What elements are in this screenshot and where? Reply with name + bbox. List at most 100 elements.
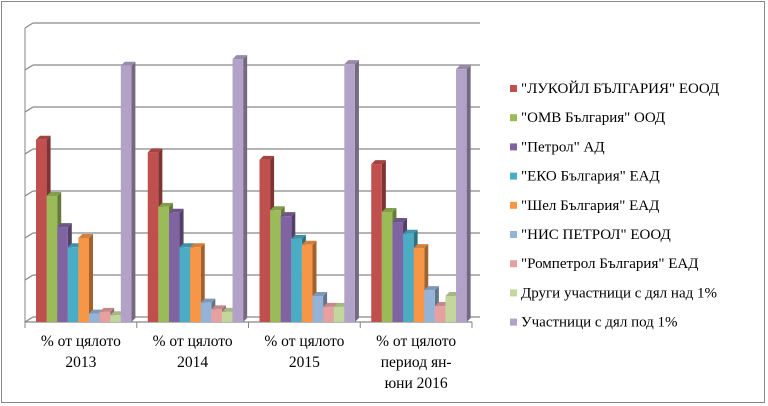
bar [333, 306, 345, 322]
bar [392, 222, 404, 322]
bar-side [466, 65, 471, 322]
gridline-side [24, 190, 34, 197]
legend-label: "НИС ПЕТРОЛ" ЕООД [521, 227, 671, 243]
bar [57, 227, 68, 322]
bar-top [57, 223, 72, 228]
bar-side [89, 234, 93, 322]
bar [280, 216, 292, 322]
bar-top [120, 61, 136, 66]
bar [120, 65, 132, 323]
gridline-side [24, 232, 34, 239]
bar [413, 248, 425, 322]
bar [434, 306, 446, 322]
bar [403, 233, 414, 322]
bar-top [270, 206, 285, 211]
bar [200, 302, 212, 322]
legend-swatch [510, 289, 517, 297]
bar-top [312, 291, 328, 296]
x-tick-label: 2015 [289, 354, 320, 371]
bar [221, 311, 233, 322]
x-tick-label: % от цялото [41, 333, 121, 350]
bar [291, 238, 302, 322]
legend-label: "Шел България" ЕАД [521, 198, 659, 214]
bar-top [456, 65, 471, 70]
bar-side [243, 55, 248, 322]
bar-top [344, 60, 359, 65]
bar-top [323, 302, 338, 307]
bar [67, 247, 79, 322]
x-tick-label: 2014 [177, 354, 208, 371]
bar [381, 211, 393, 322]
legend-swatch [510, 114, 517, 122]
legend-swatch [510, 260, 517, 268]
x-tick-label: % от цялото [153, 333, 233, 350]
bar [259, 159, 271, 322]
bar-top [403, 229, 418, 234]
gridline-side [24, 316, 34, 323]
bar [110, 315, 121, 322]
gridline-side [24, 106, 34, 113]
gridline-side [24, 64, 34, 71]
bar-top [36, 135, 51, 140]
bar-top [371, 160, 386, 165]
bar [190, 247, 201, 322]
legend-label: "ЛУКОЙЛ БЪЛГАРИЯ" ЕООД [521, 80, 719, 97]
bar [99, 311, 111, 322]
bar-top [413, 244, 429, 249]
bar [179, 247, 191, 322]
bar [46, 196, 58, 322]
gridline-side [24, 148, 34, 155]
x-tick-label: период ян- [381, 354, 452, 371]
bar-top [179, 243, 195, 248]
legend-label: Участници с дял под 1% [521, 315, 678, 331]
bar-top [99, 307, 115, 312]
legend-label: "ЕКО България" ЕАД [521, 169, 660, 185]
bar-top [147, 148, 163, 153]
bar [344, 64, 355, 323]
bar-top [78, 234, 93, 238]
bar-top [46, 192, 62, 196]
bar-top [424, 286, 439, 291]
bar-top [280, 212, 296, 217]
bar [312, 295, 324, 322]
bar [371, 164, 382, 322]
x-tick-label: % от цялото [376, 333, 456, 350]
bar [456, 69, 467, 322]
bar-top [211, 305, 226, 310]
bar-top [168, 208, 184, 213]
bar [158, 206, 169, 322]
bar [168, 212, 180, 322]
legend-label: "ОМВ България" ООД [521, 110, 665, 126]
bar-side [354, 60, 359, 323]
legend-swatch [510, 201, 517, 209]
bar [270, 210, 281, 322]
bar-top [381, 207, 397, 212]
legend-label: "Ромпетрол България" ЕАД [521, 256, 698, 272]
bar-top [392, 218, 408, 223]
bar [89, 313, 100, 322]
legend-swatch [510, 143, 517, 151]
bar [445, 295, 457, 322]
legend-swatch [510, 318, 517, 326]
legend-swatch [510, 172, 517, 180]
bar-top [190, 243, 205, 248]
bar [301, 244, 313, 322]
legend-label: Други участници с дял над 1% [521, 285, 717, 301]
bar-top [200, 298, 216, 303]
legend-swatch [510, 85, 517, 92]
x-tick-label: 2013 [65, 354, 96, 371]
bar [211, 309, 222, 322]
bar-top [259, 155, 275, 160]
bar-top [301, 240, 317, 245]
legend-swatch [510, 231, 517, 238]
bar-side [131, 61, 136, 323]
bar [36, 139, 47, 322]
gridline-side [24, 274, 34, 281]
legend-label: "Петрол" АД [521, 139, 605, 155]
bar-top [291, 234, 306, 239]
bar [147, 152, 159, 322]
bar-top [158, 202, 173, 207]
bar [424, 290, 435, 322]
